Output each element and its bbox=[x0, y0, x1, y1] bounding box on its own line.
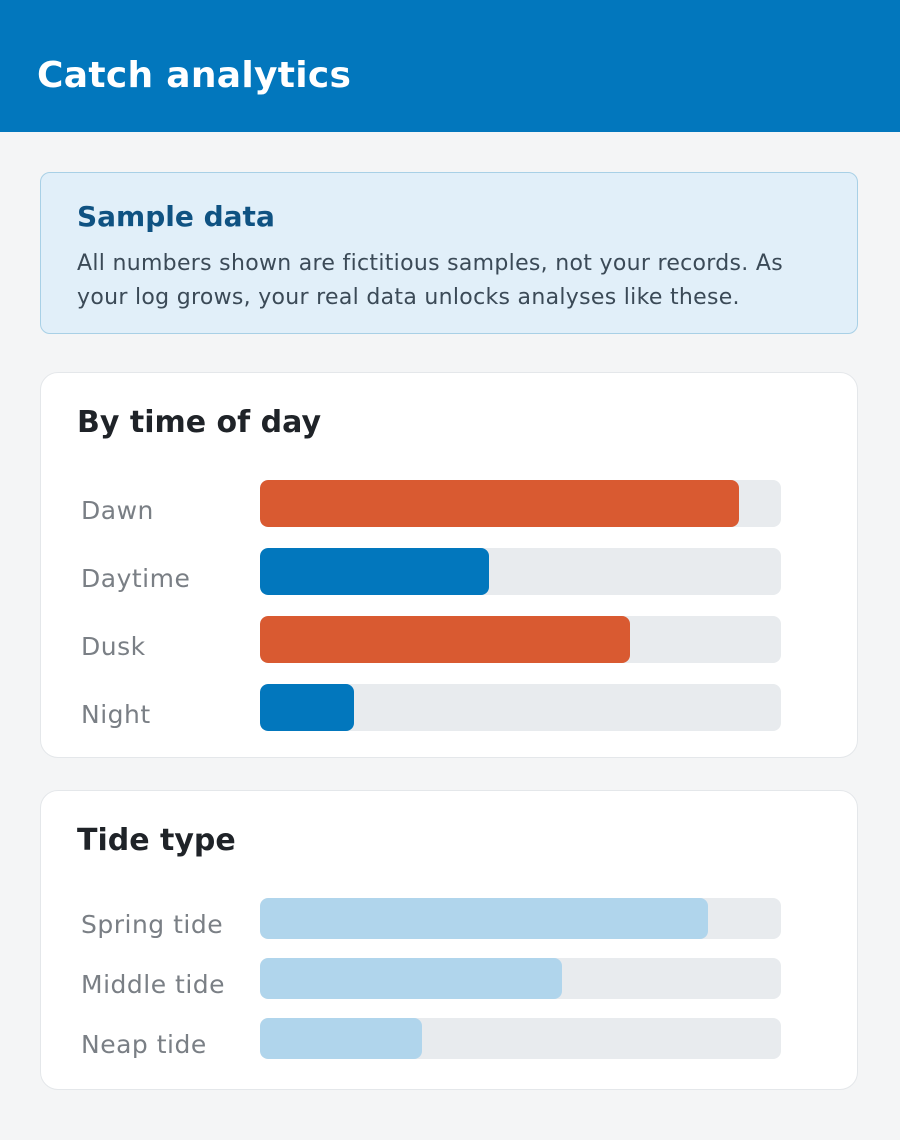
time-of-day-title: By time of day bbox=[77, 405, 321, 440]
notice-title: Sample data bbox=[77, 200, 275, 233]
time-bar-fill-dawn bbox=[260, 480, 740, 527]
tide-bar-fill-spring bbox=[260, 898, 709, 939]
page-title: Catch analytics bbox=[37, 55, 352, 96]
tide-bar-fill-middle bbox=[260, 958, 563, 999]
notice-body: All numbers shown are fictitious samples… bbox=[77, 251, 783, 310]
sample-data-notice: Sample data All numbers shown are fictit… bbox=[40, 172, 858, 334]
time-row-label-dusk: Dusk bbox=[81, 632, 146, 661]
time-bar-track-dusk bbox=[260, 616, 781, 663]
tide-type-card: Tide type Spring tide Middle tide Neap t… bbox=[40, 790, 858, 1090]
app-header: Catch analytics bbox=[0, 0, 900, 132]
time-bar-fill-night bbox=[260, 684, 354, 731]
tide-bar-track-spring bbox=[260, 898, 781, 939]
tide-row-label-spring: Spring tide bbox=[81, 910, 224, 939]
tide-bar-track-neap bbox=[260, 1018, 781, 1059]
time-bar-fill-dusk bbox=[260, 616, 630, 663]
time-bar-track-daytime bbox=[260, 548, 781, 595]
time-bar-fill-daytime bbox=[260, 548, 490, 595]
tide-row-label-neap: Neap tide bbox=[81, 1030, 207, 1059]
time-of-day-card: By time of day Dawn Daytime Dusk Night bbox=[40, 372, 858, 758]
time-bar-track-dawn bbox=[260, 480, 781, 527]
tide-bar-fill-neap bbox=[260, 1018, 422, 1059]
time-bar-track-night bbox=[260, 684, 781, 731]
tide-type-title: Tide type bbox=[77, 823, 236, 858]
tide-bar-track-middle bbox=[260, 958, 781, 999]
tide-row-label-middle: Middle tide bbox=[81, 970, 226, 999]
time-row-label-night: Night bbox=[81, 700, 151, 729]
time-row-label-dawn: Dawn bbox=[81, 496, 154, 525]
time-row-label-daytime: Daytime bbox=[81, 564, 191, 593]
